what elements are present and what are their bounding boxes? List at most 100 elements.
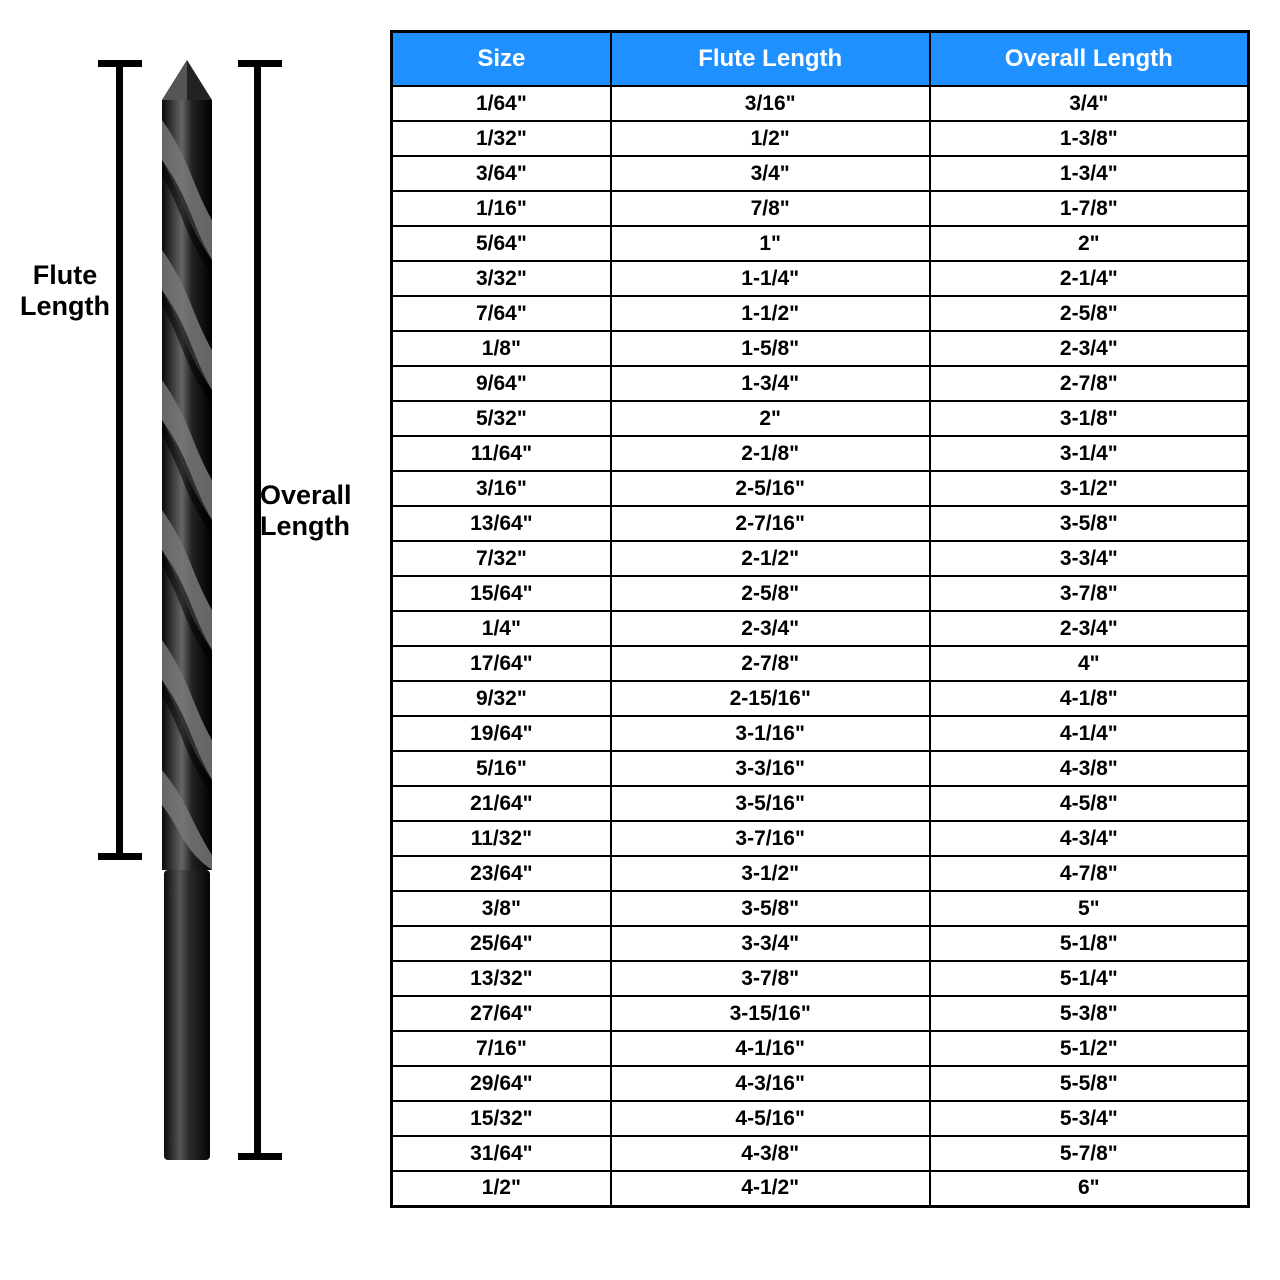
table-cell: 5/64" xyxy=(392,226,611,261)
table-cell: 1-5/8" xyxy=(611,331,930,366)
table-cell: 19/64" xyxy=(392,716,611,751)
table-cell: 5-1/8" xyxy=(930,926,1249,961)
table-cell: 4-1/4" xyxy=(930,716,1249,751)
table-cell: 1/16" xyxy=(392,191,611,226)
table-cell: 3/64" xyxy=(392,156,611,191)
table-cell: 13/64" xyxy=(392,506,611,541)
table-cell: 3-5/8" xyxy=(611,891,930,926)
table-cell: 3-15/16" xyxy=(611,996,930,1031)
label-text: Length xyxy=(260,511,350,541)
table-cell: 3-7/16" xyxy=(611,821,930,856)
table-cell: 3/16" xyxy=(392,471,611,506)
table-row: 5/64"1"2" xyxy=(392,226,1249,261)
table-cell: 15/32" xyxy=(392,1101,611,1136)
table-row: 11/32"3-7/16"4-3/4" xyxy=(392,821,1249,856)
table-cell: 13/32" xyxy=(392,961,611,996)
table-row: 7/32"2-1/2"3-3/4" xyxy=(392,541,1249,576)
table-row: 9/32"2-15/16"4-1/8" xyxy=(392,681,1249,716)
table-cell: 3-1/4" xyxy=(930,436,1249,471)
table-cell: 3/4" xyxy=(611,156,930,191)
table-cell: 4-3/16" xyxy=(611,1066,930,1101)
table-cell: 1/32" xyxy=(392,121,611,156)
table-row: 1/32"1/2"1-3/8" xyxy=(392,121,1249,156)
table-cell: 7/32" xyxy=(392,541,611,576)
table-cell: 1-3/4" xyxy=(930,156,1249,191)
table-cell: 7/16" xyxy=(392,1031,611,1066)
table-cell: 5-1/2" xyxy=(930,1031,1249,1066)
table-cell: 1-1/2" xyxy=(611,296,930,331)
table-cell: 25/64" xyxy=(392,926,611,961)
table-cell: 3-1/8" xyxy=(930,401,1249,436)
table-cell: 2-1/8" xyxy=(611,436,930,471)
table-cell: 2-7/16" xyxy=(611,506,930,541)
table-cell: 1-3/4" xyxy=(611,366,930,401)
table-cell: 11/64" xyxy=(392,436,611,471)
table-cell: 3-5/16" xyxy=(611,786,930,821)
table-cell: 3-3/4" xyxy=(611,926,930,961)
bracket-tick xyxy=(98,853,142,860)
table-cell: 4-1/2" xyxy=(611,1171,930,1206)
table-cell: 1-3/8" xyxy=(930,121,1249,156)
table-cell: 4-1/8" xyxy=(930,681,1249,716)
table-cell: 3/16" xyxy=(611,86,930,121)
table-cell: 2-3/4" xyxy=(930,331,1249,366)
table-cell: 1/4" xyxy=(392,611,611,646)
label-text: Overall xyxy=(260,480,352,510)
table-cell: 29/64" xyxy=(392,1066,611,1101)
table-row: 9/64"1-3/4"2-7/8" xyxy=(392,366,1249,401)
table-row: 13/32"3-7/8"5-1/4" xyxy=(392,961,1249,996)
table-cell: 2-7/8" xyxy=(930,366,1249,401)
table-row: 7/16"4-1/16"5-1/2" xyxy=(392,1031,1249,1066)
table-row: 5/16"3-3/16"4-3/8" xyxy=(392,751,1249,786)
table-cell: 2" xyxy=(611,401,930,436)
table-cell: 3/8" xyxy=(392,891,611,926)
table-cell: 1/8" xyxy=(392,331,611,366)
table-cell: 2-1/2" xyxy=(611,541,930,576)
table-cell: 3/4" xyxy=(930,86,1249,121)
table-cell: 3-5/8" xyxy=(930,506,1249,541)
table-cell: 1/2" xyxy=(392,1171,611,1206)
table-row: 1/16"7/8"1-7/8" xyxy=(392,191,1249,226)
table-cell: 3-1/2" xyxy=(930,471,1249,506)
table-row: 13/64"2-7/16"3-5/8" xyxy=(392,506,1249,541)
drill-diagram: Flute Length Overall Length xyxy=(20,30,380,1210)
table-cell: 2-15/16" xyxy=(611,681,930,716)
table-cell: 2-7/8" xyxy=(611,646,930,681)
label-text: Flute xyxy=(33,260,98,290)
bracket-tick xyxy=(238,1153,282,1160)
label-text: Length xyxy=(20,291,110,321)
table-cell: 4-3/8" xyxy=(930,751,1249,786)
table-row: 25/64"3-3/4"5-1/8" xyxy=(392,926,1249,961)
table-cell: 4-3/8" xyxy=(611,1136,930,1171)
page: Flute Length Overall Length xyxy=(0,0,1280,1280)
table-cell: 4-5/16" xyxy=(611,1101,930,1136)
table-row: 23/64"3-1/2"4-7/8" xyxy=(392,856,1249,891)
table-cell: 4-7/8" xyxy=(930,856,1249,891)
table-row: 5/32"2"3-1/8" xyxy=(392,401,1249,436)
table-cell: 2" xyxy=(930,226,1249,261)
table-cell: 1/64" xyxy=(392,86,611,121)
overall-length-label: Overall Length xyxy=(260,480,390,542)
table-cell: 15/64" xyxy=(392,576,611,611)
table-row: 1/8"1-5/8"2-3/4" xyxy=(392,331,1249,366)
table-cell: 4-3/4" xyxy=(930,821,1249,856)
table-cell: 5/16" xyxy=(392,751,611,786)
table-cell: 31/64" xyxy=(392,1136,611,1171)
table-cell: 3-7/8" xyxy=(930,576,1249,611)
diagram-panel: Flute Length Overall Length xyxy=(20,20,380,1240)
table-row: 19/64"3-1/16"4-1/4" xyxy=(392,716,1249,751)
table-cell: 5-3/8" xyxy=(930,996,1249,1031)
table-row: 21/64"3-5/16"4-5/8" xyxy=(392,786,1249,821)
table-cell: 21/64" xyxy=(392,786,611,821)
table-cell: 5-3/4" xyxy=(930,1101,1249,1136)
table-row: 15/64"2-5/8"3-7/8" xyxy=(392,576,1249,611)
table-cell: 4" xyxy=(930,646,1249,681)
table-row: 3/8"3-5/8"5" xyxy=(392,891,1249,926)
table-row: 3/32"1-1/4"2-1/4" xyxy=(392,261,1249,296)
table-cell: 3-1/16" xyxy=(611,716,930,751)
table-row: 1/64"3/16"3/4" xyxy=(392,86,1249,121)
table-header-row: SizeFlute LengthOverall Length xyxy=(392,32,1249,87)
table-body: 1/64"3/16"3/4"1/32"1/2"1-3/8"3/64"3/4"1-… xyxy=(392,86,1249,1206)
table-panel: SizeFlute LengthOverall Length 1/64"3/16… xyxy=(380,20,1250,1240)
table-cell: 2-5/16" xyxy=(611,471,930,506)
